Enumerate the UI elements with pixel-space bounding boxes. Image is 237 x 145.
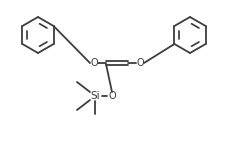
Text: O: O [108,91,116,101]
Text: Si: Si [90,91,100,101]
Text: O: O [136,58,144,68]
Text: O: O [90,58,98,68]
